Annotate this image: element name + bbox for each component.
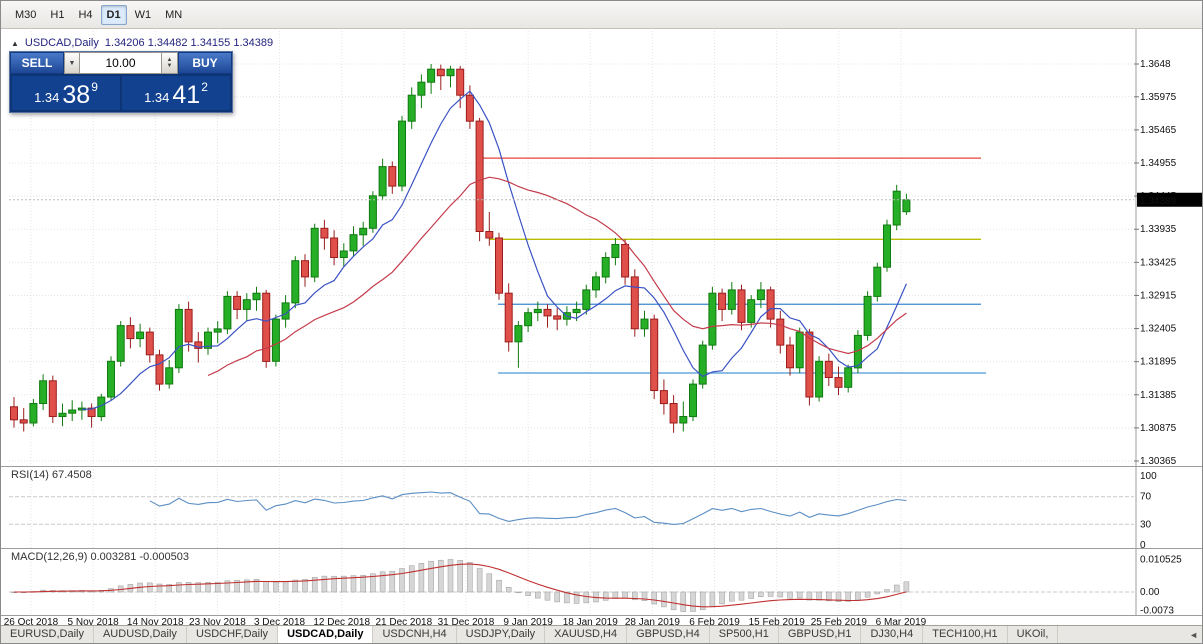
buy-price-pips: 41 xyxy=(172,81,201,109)
tab-gbpusd-h4[interactable]: GBPUSD,H4 xyxy=(627,626,710,643)
pane-separators xyxy=(1,29,1202,616)
tab-audusd-daily[interactable]: AUDUSD,Daily xyxy=(94,626,187,643)
price-axis[interactable]: 1.36481.359751.354651.349551.344451.3393… xyxy=(1134,59,1203,467)
svg-text:1.33425: 1.33425 xyxy=(1140,257,1177,268)
volume-dropdown-button[interactable]: ▼ xyxy=(64,52,80,74)
volume-input[interactable] xyxy=(80,52,161,74)
tab-sp500-h1[interactable]: SP500,H1 xyxy=(710,626,779,643)
chart-tabs-bar: EURUSD,Daily AUDUSD,Daily USDCHF,Daily USDC… xyxy=(1,625,1202,643)
svg-text:1.3648: 1.3648 xyxy=(1140,59,1171,70)
sell-price-point: 9 xyxy=(91,80,98,94)
volume-stepper[interactable]: ▲ ▼ xyxy=(161,52,178,74)
svg-text:18 Jan 2019: 18 Jan 2019 xyxy=(563,617,618,627)
timeframe-h1[interactable]: H1 xyxy=(44,5,70,25)
svg-text:6 Feb 2019: 6 Feb 2019 xyxy=(689,617,740,627)
svg-text:15 Feb 2019: 15 Feb 2019 xyxy=(749,617,806,627)
svg-text:1.30365: 1.30365 xyxy=(1140,456,1177,467)
macd-label: MACD(12,26,9) 0.003281 -0.000503 xyxy=(11,551,189,563)
svg-text:31 Dec 2018: 31 Dec 2018 xyxy=(438,617,495,627)
buy-price-display[interactable]: 1.34 41 2 xyxy=(122,76,230,110)
timeframe-m30[interactable]: M30 xyxy=(9,5,42,25)
timeframe-d1[interactable]: D1 xyxy=(100,4,127,25)
tab-usdcad-daily[interactable]: USDCAD,Daily xyxy=(278,626,374,643)
stepper-down-icon: ▼ xyxy=(166,63,173,69)
svg-text:100: 100 xyxy=(1140,471,1157,482)
svg-text:0: 0 xyxy=(1140,540,1146,551)
svg-text:1.30875: 1.30875 xyxy=(1140,423,1177,434)
svg-text:1.34389: 1.34389 xyxy=(1140,196,1177,207)
tab-xauusd-h4[interactable]: XAUUSD,H4 xyxy=(545,626,628,643)
svg-text:23 Nov 2018: 23 Nov 2018 xyxy=(189,617,246,627)
chart-canvas[interactable]: 1.36481.359751.354651.349551.344451.3393… xyxy=(1,29,1203,627)
oneclick-toggle-icon[interactable]: ▲ xyxy=(11,38,19,48)
trade-prices-row: 1.34 38 9 1.34 41 2 xyxy=(10,74,232,112)
tab-dj30-h4[interactable]: DJ30,H4 xyxy=(861,626,924,643)
buy-price-point: 2 xyxy=(201,80,208,94)
svg-text:1.35465: 1.35465 xyxy=(1140,125,1177,136)
svg-text:1.31385: 1.31385 xyxy=(1140,390,1177,401)
svg-text:6 Mar 2019: 6 Mar 2019 xyxy=(876,617,927,627)
svg-text:26 Oct 2018: 26 Oct 2018 xyxy=(4,617,59,627)
date-axis[interactable]: 26 Oct 2018 5 Nov 2018 14 Nov 2018 23 Nov 2… xyxy=(4,617,927,627)
timeframe-w1[interactable]: W1 xyxy=(129,5,158,25)
sell-price-base: 1.34 xyxy=(34,90,60,105)
svg-text:-0.0073: -0.0073 xyxy=(1140,606,1174,617)
rsi-label: RSI(14) 67.4508 xyxy=(11,469,92,481)
chart-ohlc-label: 1.34206 1.34482 1.34155 1.34389 xyxy=(104,37,274,49)
chart-symbol-label: USDCAD,Daily xyxy=(24,37,99,49)
tab-usdcnh-h4[interactable]: USDCNH,H4 xyxy=(373,626,457,643)
svg-text:14 Nov 2018: 14 Nov 2018 xyxy=(127,617,184,627)
svg-text:0.00: 0.00 xyxy=(1140,587,1160,598)
svg-text:1.33935: 1.33935 xyxy=(1140,224,1177,235)
svg-text:0.010525: 0.010525 xyxy=(1140,554,1182,565)
tab-usdjpy-daily[interactable]: USDJPY,Daily xyxy=(457,626,546,643)
stepper-up-icon: ▲ xyxy=(166,57,173,63)
svg-text:28 Jan 2019: 28 Jan 2019 xyxy=(625,617,680,627)
trade-controls-row: SELL ▼ ▲ ▼ BUY xyxy=(10,52,232,74)
sell-price-display[interactable]: 1.34 38 9 xyxy=(12,76,120,110)
tab-tech100-h1[interactable]: TECH100,H1 xyxy=(923,626,1008,643)
svg-text:12 Dec 2018: 12 Dec 2018 xyxy=(313,617,370,627)
chart-header: ▲ USDCAD,Daily 1.34206 1.34482 1.34155 1… xyxy=(11,37,273,49)
svg-text:21 Dec 2018: 21 Dec 2018 xyxy=(375,617,432,627)
svg-text:1.31895: 1.31895 xyxy=(1140,357,1177,368)
svg-text:1.32405: 1.32405 xyxy=(1140,324,1177,335)
svg-text:1.35975: 1.35975 xyxy=(1140,92,1177,103)
oneclick-trading-panel: SELL ▼ ▲ ▼ BUY 1.34 38 9 1.34 41 2 xyxy=(9,51,233,113)
sell-button[interactable]: SELL xyxy=(10,52,64,74)
timeframe-h4[interactable]: H4 xyxy=(72,5,98,25)
rsi-pane: 100 70 30 0 xyxy=(9,471,1157,551)
buy-button[interactable]: BUY xyxy=(178,52,232,74)
candles-layer xyxy=(10,64,911,433)
svg-text:30: 30 xyxy=(1140,519,1152,530)
sell-price-pips: 38 xyxy=(62,81,91,109)
tabs-scroll-left-icon[interactable]: ◄ xyxy=(1187,630,1200,640)
svg-text:25 Feb 2019: 25 Feb 2019 xyxy=(811,617,868,627)
buy-price-base: 1.34 xyxy=(144,90,170,105)
chevron-down-icon: ▼ xyxy=(68,59,76,67)
macd-pane: 0.010525 0.00 -0.0073 xyxy=(9,554,1182,617)
tab-ukoil[interactable]: UKOil, xyxy=(1008,626,1059,643)
tab-eurusd-daily[interactable]: EURUSD,Daily xyxy=(1,626,94,643)
tab-gbpusd-h1[interactable]: GBPUSD,H1 xyxy=(779,626,862,643)
svg-text:70: 70 xyxy=(1140,492,1152,503)
tab-usdchf-daily[interactable]: USDCHF,Daily xyxy=(187,626,279,643)
svg-text:9 Jan 2019: 9 Jan 2019 xyxy=(503,617,553,627)
svg-text:1.34955: 1.34955 xyxy=(1140,158,1177,169)
svg-text:5 Nov 2018: 5 Nov 2018 xyxy=(68,617,120,627)
timeframe-mn[interactable]: MN xyxy=(159,5,188,25)
timeframe-toolbar: M30 H1 H4 D1 W1 MN xyxy=(1,1,1202,29)
svg-text:1.32915: 1.32915 xyxy=(1140,290,1177,301)
svg-text:3 Dec 2018: 3 Dec 2018 xyxy=(254,617,306,627)
